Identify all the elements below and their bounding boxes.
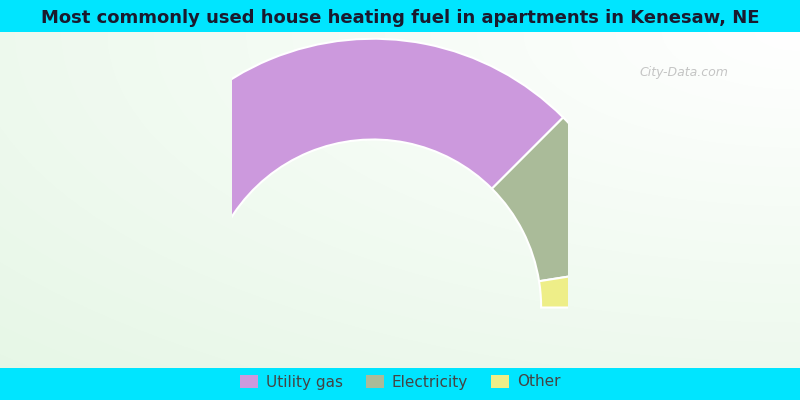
Wedge shape [104, 39, 563, 308]
Text: City-Data.com: City-Data.com [639, 66, 728, 78]
Wedge shape [492, 118, 638, 281]
Legend: Utility gas, Electricity, Other: Utility gas, Electricity, Other [234, 368, 566, 396]
Text: Most commonly used house heating fuel in apartments in Kenesaw, NE: Most commonly used house heating fuel in… [41, 9, 759, 27]
Wedge shape [539, 266, 642, 308]
